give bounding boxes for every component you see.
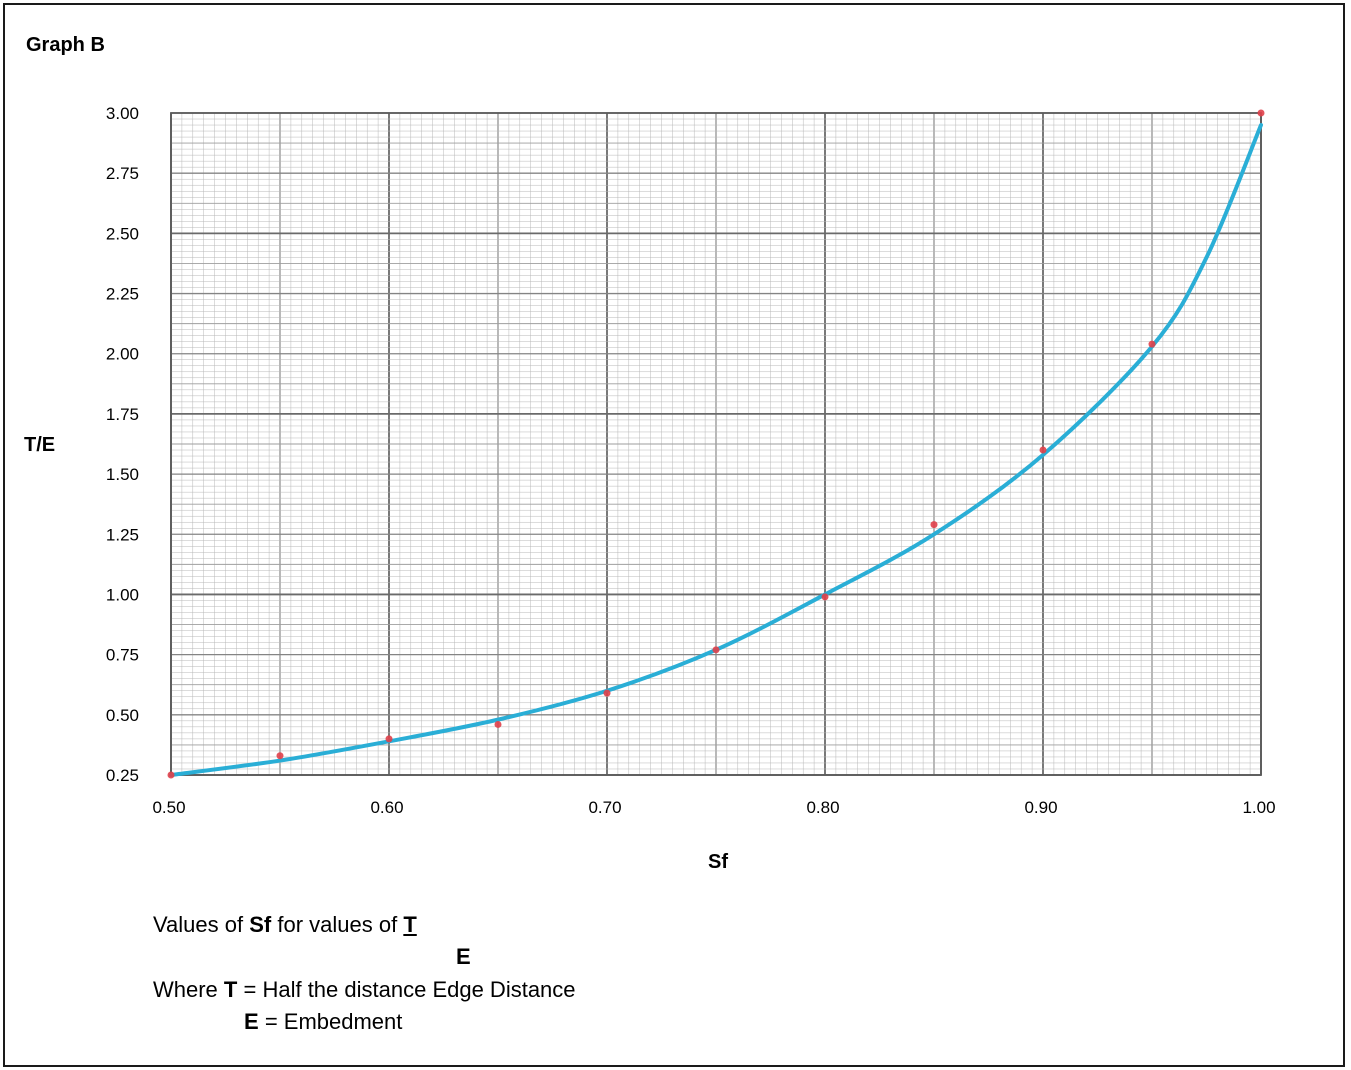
x-tick-label: 1.00: [1242, 798, 1275, 817]
note-line-3-bold: E: [244, 1009, 259, 1034]
y-tick-label: 2.50: [106, 224, 139, 243]
y-tick-label: 2.25: [106, 285, 139, 304]
y-tick-label: 2.75: [106, 164, 139, 183]
x-tick-label: 0.80: [806, 798, 839, 817]
note-line-1-mid: for values of: [277, 912, 398, 937]
data-point: [930, 521, 938, 529]
data-point: [1148, 340, 1156, 348]
data-point: [385, 735, 393, 743]
plot-border: [170, 112, 1262, 776]
note-line-1-pre: Values of: [153, 912, 244, 937]
note-line-2: Where T = Half the distance Edge Distanc…: [153, 977, 576, 1003]
y-tick-label: 0.50: [106, 706, 139, 725]
y-tick-label: 1.50: [106, 465, 139, 484]
y-axis-label: T/E: [24, 434, 55, 456]
figure-frame: [3, 3, 1345, 1067]
x-tick-label: 0.50: [152, 798, 185, 817]
fraction-numerator: T: [403, 912, 417, 937]
data-points: [167, 109, 1265, 779]
note-line-2-pre: Where: [153, 977, 218, 1002]
y-tick-label: 2.00: [106, 345, 139, 364]
x-tick-labels: 0.50 0.60 0.70 0.80 0.90 1.00: [152, 798, 1275, 817]
chart: 0.25 0.50 0.75 1.00 1.25 1.50 1.75 2.00 2.25 2.50…: [24, 104, 1276, 873]
y-tick-label: 1.00: [106, 585, 139, 604]
note-line-2-rest: = Half the distance Edge Distance: [243, 977, 576, 1002]
data-point: [1039, 446, 1047, 454]
x-tick-label: 0.60: [370, 798, 403, 817]
graph-title: Graph B: [26, 34, 105, 56]
note-line-1-bold: Sf: [249, 912, 272, 937]
y-tick-label: 3.00: [106, 104, 139, 123]
y-tick-labels: 0.25 0.50 0.75 1.00 1.25 1.50 1.75 2.00 2.25 2.50…: [106, 104, 139, 785]
x-axis-label: Sf: [708, 851, 728, 873]
y-tick-label: 0.25: [106, 766, 139, 785]
data-point: [167, 771, 175, 779]
fraction-denominator: E: [456, 944, 471, 969]
data-point: [1257, 109, 1265, 117]
x-tick-label: 0.70: [588, 798, 621, 817]
note-line-1: Values of Sf for values of T: [153, 912, 417, 938]
data-point: [603, 689, 611, 697]
note-line-3-rest: = Embedment: [264, 1009, 403, 1034]
x-tick-label: 0.90: [1024, 798, 1057, 817]
y-tick-label: 1.75: [106, 405, 139, 424]
note-line-2-bold: T: [223, 977, 238, 1002]
y-tick-label: 0.75: [106, 646, 139, 665]
data-point: [494, 720, 502, 728]
data-point: [821, 593, 829, 601]
note-line-3: E = Embedment: [244, 1009, 402, 1035]
y-tick-label: 1.25: [106, 525, 139, 544]
data-point: [712, 646, 720, 654]
data-point: [276, 752, 284, 760]
grid: [170, 112, 1262, 776]
